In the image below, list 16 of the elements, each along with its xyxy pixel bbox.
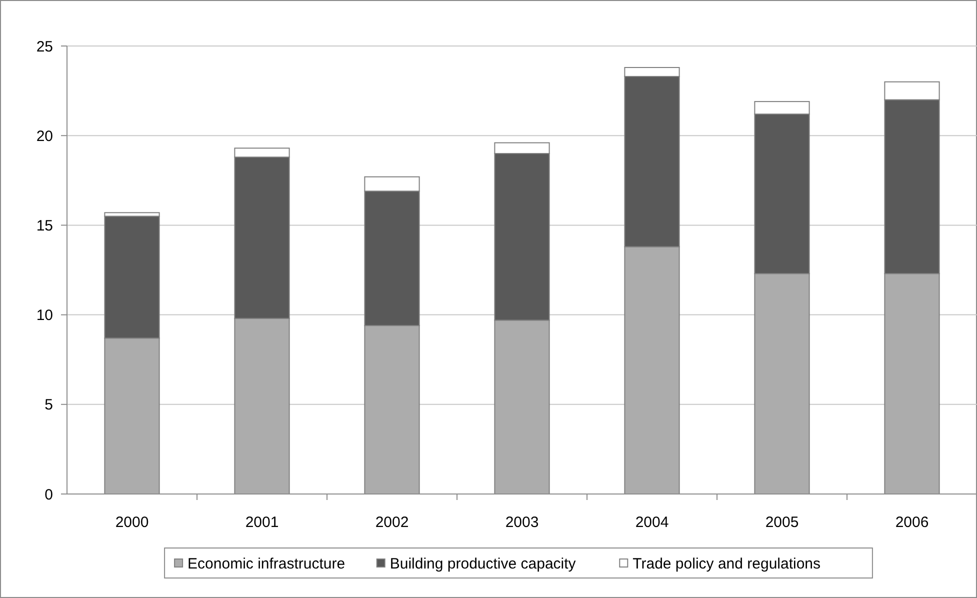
y-tick-label: 5 [44,396,53,414]
x-tick-label: 2000 [115,514,149,531]
y-tick-label: 25 [36,38,53,56]
x-tick-label: 2005 [765,514,799,531]
legend-label: Trade policy and regulations [632,555,821,572]
y-tick-label: 15 [36,217,53,234]
y-tick-label: 0 [44,486,53,504]
legend-label: Economic infrastructure [188,555,346,572]
legend-label: Building productive capacity [390,555,576,572]
x-tick-label: 2002 [375,514,409,531]
y-tick-label: 10 [36,307,53,324]
x-tick-label: 2001 [245,514,279,531]
y-tick-label: 20 [36,128,53,145]
x-tick-label: 2006 [895,514,929,531]
x-tick-label: 2004 [635,514,669,531]
x-tick-label: 2003 [505,514,539,531]
